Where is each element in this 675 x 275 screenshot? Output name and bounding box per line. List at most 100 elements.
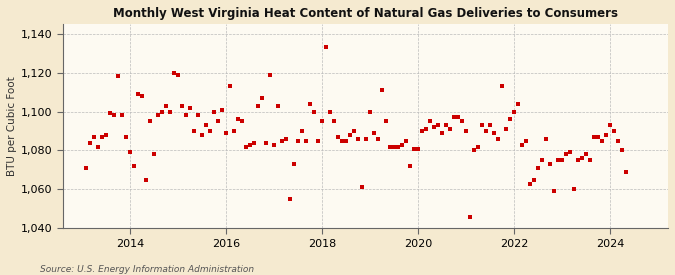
Point [477,123,488,127]
Point [109,113,119,118]
Point [613,139,624,143]
Point [521,139,532,143]
Point [141,177,152,182]
Point [445,127,456,131]
Point [485,123,496,127]
Point [129,164,140,168]
Point [297,129,308,133]
Point [201,123,212,127]
Point [457,119,468,123]
Point [101,133,112,137]
Point [397,142,408,147]
Point [349,129,360,133]
Point [185,105,196,110]
Point [181,113,192,118]
Point [261,141,272,145]
Point [493,137,504,141]
Point [401,139,412,143]
Point [173,72,184,77]
Point [413,146,424,151]
Point [241,144,252,149]
Point [221,131,232,135]
Point [341,139,352,143]
Point [125,150,136,155]
Point [385,144,396,149]
Point [517,142,528,147]
Point [177,103,188,108]
Point [505,117,516,122]
Point [285,197,296,201]
Point [165,109,176,114]
Point [257,96,268,100]
Point [105,111,115,116]
Point [233,117,244,122]
Point [153,113,164,118]
Point [217,107,227,112]
Point [605,123,616,127]
Point [561,152,572,156]
Point [93,144,104,149]
Point [325,109,336,114]
Point [513,101,524,106]
Point [313,139,324,143]
Point [369,131,380,135]
Point [281,137,292,141]
Point [593,135,604,139]
Point [577,156,588,161]
Point [213,119,224,123]
Point [361,137,372,141]
Point [265,72,276,77]
Point [425,119,436,123]
Point [589,135,600,139]
Point [421,127,432,131]
Point [429,125,440,129]
Point [585,158,596,163]
Point [449,115,460,120]
Point [289,162,300,166]
Point [337,139,348,143]
Point [305,101,316,106]
Point [189,129,200,133]
Point [541,137,552,141]
Point [365,109,376,114]
Point [617,148,628,153]
Point [133,92,144,96]
Point [193,113,204,118]
Title: Monthly West Virginia Heat Content of Natural Gas Deliveries to Consumers: Monthly West Virginia Heat Content of Na… [113,7,618,20]
Point [353,137,364,141]
Point [97,135,108,139]
Point [209,109,220,114]
Point [121,135,132,139]
Point [389,144,400,149]
Point [405,164,416,168]
Point [117,113,128,118]
Point [533,166,544,170]
Point [417,129,428,133]
Point [465,214,476,219]
Point [437,131,448,135]
Point [377,88,388,92]
Point [333,135,344,139]
Point [245,142,256,147]
Point [489,131,500,135]
Point [621,170,632,174]
Point [473,144,484,149]
Point [85,141,96,145]
Point [601,133,612,137]
Point [237,119,248,123]
Point [89,135,100,139]
Point [461,129,472,133]
Point [169,70,180,75]
Point [453,115,464,120]
Point [373,137,384,141]
Point [137,94,148,98]
Point [537,158,548,163]
Point [145,119,156,123]
Point [393,144,404,149]
Point [329,119,340,123]
Point [553,158,564,163]
Point [509,109,520,114]
Point [293,139,304,143]
Point [197,133,208,137]
Point [469,148,480,153]
